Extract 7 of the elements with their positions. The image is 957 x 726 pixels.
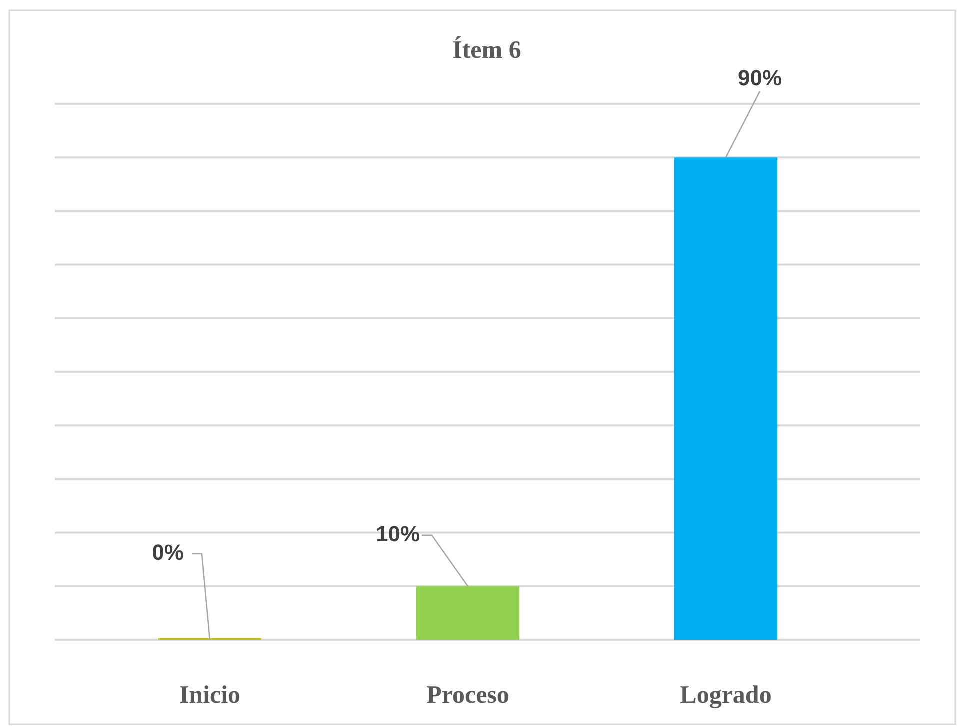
x-tick-label: Proceso bbox=[426, 682, 510, 709]
data-label: 90% bbox=[738, 66, 782, 91]
data-label: 10% bbox=[376, 521, 420, 546]
data-label: 0% bbox=[152, 540, 184, 565]
x-tick-label: Logrado bbox=[680, 682, 772, 709]
x-tick-label: Inicio bbox=[179, 682, 241, 709]
chart-title: Ítem 6 bbox=[452, 36, 522, 64]
